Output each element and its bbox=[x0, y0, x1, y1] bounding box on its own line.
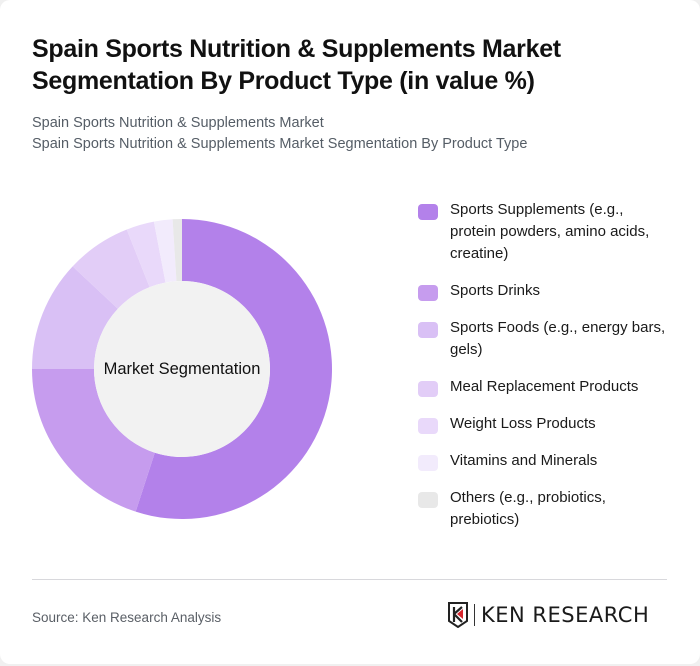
donut-segment[interactable] bbox=[72, 229, 150, 309]
donut-segment[interactable] bbox=[153, 219, 177, 283]
subtitle-line-1: Spain Sports Nutrition & Supplements Mar… bbox=[32, 115, 324, 131]
ken-research-logo: KEN RESEARCH bbox=[447, 602, 649, 628]
legend-label: Sports Foods (e.g., energy bars, gels) bbox=[450, 319, 666, 358]
donut-segment[interactable] bbox=[135, 219, 332, 519]
logo-text: KEN RESEARCH bbox=[481, 603, 650, 627]
legend-item[interactable]: Sports Foods (e.g., energy bars, gels) bbox=[418, 317, 688, 361]
ken-shield-icon bbox=[448, 602, 468, 628]
donut-segment[interactable] bbox=[172, 219, 182, 282]
donut-hole bbox=[94, 281, 270, 457]
chart-legend: Sports Supplements (e.g., protein powder… bbox=[418, 199, 688, 546]
legend-swatch-icon bbox=[418, 322, 438, 338]
legend-item[interactable]: Others (e.g., probiotics, prebiotics) bbox=[418, 487, 688, 531]
legend-item[interactable]: Weight Loss Products bbox=[418, 413, 688, 435]
logo-separator bbox=[474, 604, 475, 626]
donut-segment[interactable] bbox=[32, 369, 155, 512]
donut-chart: Market Segmentation bbox=[30, 217, 334, 521]
legend-label: Sports Supplements (e.g., protein powder… bbox=[450, 201, 650, 262]
legend-label: Meal Replacement Products bbox=[450, 378, 639, 395]
legend-swatch-icon bbox=[418, 204, 438, 220]
legend-label: Others (e.g., probiotics, prebiotics) bbox=[450, 489, 606, 528]
legend-swatch-icon bbox=[418, 455, 438, 471]
legend-swatch-icon bbox=[418, 492, 438, 508]
legend-swatch-icon bbox=[418, 418, 438, 434]
subtitle-line-2: Spain Sports Nutrition & Supplements Mar… bbox=[32, 136, 528, 152]
legend-item[interactable]: Meal Replacement Products bbox=[418, 376, 688, 398]
legend-swatch-icon bbox=[418, 285, 438, 301]
legend-item[interactable]: Sports Drinks bbox=[418, 280, 688, 302]
chart-title: Spain Sports Nutrition & Supplements Mar… bbox=[32, 35, 561, 95]
legend-swatch-icon bbox=[418, 381, 438, 397]
legend-label: Sports Drinks bbox=[450, 282, 541, 299]
footer-divider bbox=[32, 579, 667, 580]
donut-svg bbox=[32, 219, 332, 519]
source-note: Source: Ken Research Analysis bbox=[32, 610, 222, 625]
donut-segment[interactable] bbox=[126, 221, 166, 288]
legend-label: Weight Loss Products bbox=[450, 415, 596, 432]
legend-item[interactable]: Sports Supplements (e.g., protein powder… bbox=[418, 199, 688, 265]
donut-segment[interactable] bbox=[32, 266, 118, 369]
legend-label: Vitamins and Minerals bbox=[450, 452, 598, 469]
legend-item[interactable]: Vitamins and Minerals bbox=[418, 450, 688, 472]
chart-subtitle: Spain Sports Nutrition & Supplements Mar… bbox=[32, 113, 527, 155]
